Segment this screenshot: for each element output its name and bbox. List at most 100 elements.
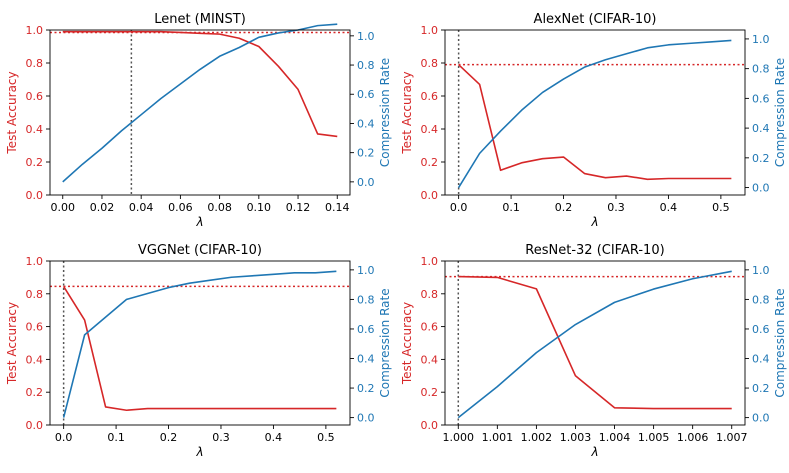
y-right-tick-label: 1.0 [752, 33, 770, 46]
y-left-tick-label: 0.6 [26, 90, 44, 103]
y-right-tick-label: 0.0 [357, 412, 375, 425]
x-tick-label: 0.1 [502, 201, 520, 214]
y-left-tick-label: 0.0 [26, 189, 44, 202]
y-right-tick-label: 0.6 [752, 92, 770, 105]
y-left-axis-label: Test Accuracy [5, 71, 19, 154]
y-right-tick-label: 0.6 [357, 323, 375, 336]
y-right-axis-label: Compression Rate [378, 58, 392, 167]
y-right-tick-label: 0.0 [357, 176, 375, 189]
x-tick-label: 1.002 [521, 431, 553, 444]
y-left-tick-label: 0.6 [421, 90, 439, 103]
y-left-axis-label: Test Accuracy [400, 71, 414, 154]
y-right-tick-label: 0.8 [357, 293, 375, 306]
plot-frame [49, 260, 351, 426]
y-right-tick-label: 0.4 [357, 353, 375, 366]
x-tick-label: 0.5 [317, 431, 335, 444]
x-tick-label: 0.0 [450, 201, 468, 214]
x-tick-label: 0.5 [712, 201, 730, 214]
y-right-tick-label: 1.0 [752, 264, 770, 277]
x-axis-label: λ [590, 445, 598, 459]
x-tick-label: 0.10 [247, 201, 272, 214]
chart-title: ResNet-32 (CIFAR-10) [525, 243, 664, 258]
x-tick-label: 0.14 [325, 201, 350, 214]
y-left-tick-label: 1.0 [421, 24, 439, 37]
x-tick-label: 0.3 [607, 201, 625, 214]
x-tick-label: 1.007 [716, 431, 748, 444]
chart-panel-3: 0.0 0.1 0.2 0.3 0.4 0.5 0.0 0.2 0.4 0.6 0.8 1.0 0.0 0… [5, 243, 392, 459]
y-right-tick-label: 0.8 [752, 293, 770, 306]
y-left-tick-label: 0.6 [421, 321, 439, 334]
x-axis-label: λ [195, 445, 203, 459]
x-tick-label: 0.1 [107, 431, 125, 444]
x-tick-label: 0.4 [265, 431, 283, 444]
y-left-tick-label: 0.0 [421, 189, 439, 202]
y-right-tick-label: 1.0 [357, 30, 375, 43]
y-left-tick-label: 0.0 [26, 419, 44, 432]
y-left-tick-label: 0.8 [26, 288, 44, 301]
x-tick-label: 1.000 [443, 431, 475, 444]
x-tick-label: 1.001 [482, 431, 514, 444]
x-tick-label: 0.12 [286, 201, 311, 214]
x-tick-label: 0.2 [160, 431, 178, 444]
y-right-axis-label: Compression Rate [378, 288, 392, 397]
y-left-tick-label: 0.4 [26, 123, 44, 136]
compression-rate-line [62, 270, 337, 418]
y-left-tick-label: 0.4 [421, 123, 439, 136]
y-left-tick-label: 0.8 [421, 57, 439, 70]
y-right-tick-label: 0.4 [752, 122, 770, 135]
y-left-tick-label: 1.0 [26, 255, 44, 268]
x-tick-label: 1.003 [560, 431, 592, 444]
x-tick-label: 0.4 [660, 201, 678, 214]
x-tick-label: 0.2 [555, 201, 573, 214]
y-right-tick-label: 0.2 [752, 152, 770, 165]
y-right-tick-label: 0.8 [752, 63, 770, 76]
compression-rate-line [62, 23, 338, 183]
chart-panel-2: 0.0 0.1 0.2 0.3 0.4 0.5 0.0 0.2 0.4 0.6 0.8 1.0 0.0 0… [400, 12, 787, 229]
x-tick-label: 0.00 [50, 201, 75, 214]
x-tick-label: 0.08 [207, 201, 232, 214]
x-tick-label: 0.04 [129, 201, 154, 214]
chart-title: Lenet (MINST) [154, 12, 246, 27]
y-right-tick-label: 0.2 [357, 147, 375, 160]
y-left-tick-label: 1.0 [26, 24, 44, 37]
chart-title: VGGNet (CIFAR-10) [138, 243, 262, 258]
chart-panel-1: 0.00 0.02 0.04 0.06 0.08 0.10 0.12 0.14 0.0 0.2 0.… [5, 12, 392, 229]
compression-rate-line [457, 270, 732, 419]
y-left-tick-label: 0.6 [26, 321, 44, 334]
y-right-tick-label: 0.2 [752, 382, 770, 395]
y-right-axis-label: Compression Rate [773, 288, 787, 397]
plot-frame [49, 29, 351, 196]
y-right-tick-label: 0.0 [752, 412, 770, 425]
y-right-axis-label: Compression Rate [773, 58, 787, 167]
x-axis-label: λ [590, 215, 598, 229]
y-left-axis-label: Test Accuracy [5, 302, 19, 385]
y-right-tick-label: 0.4 [357, 117, 375, 130]
y-left-tick-label: 0.2 [26, 156, 44, 169]
test-accuracy-line [62, 30, 338, 138]
y-right-tick-label: 0.8 [357, 59, 375, 72]
y-right-tick-label: 0.2 [357, 382, 375, 395]
x-tick-label: 0.02 [90, 201, 115, 214]
compression-rate-line [457, 39, 732, 188]
test-accuracy-line [62, 285, 337, 412]
plot-frame [444, 260, 746, 426]
y-left-tick-label: 1.0 [421, 255, 439, 268]
x-tick-label: 1.004 [599, 431, 631, 444]
x-tick-label: 0.0 [55, 431, 73, 444]
y-right-tick-label: 0.0 [752, 182, 770, 195]
y-right-tick-label: 1.0 [357, 264, 375, 277]
chart-title: AlexNet (CIFAR-10) [534, 12, 657, 27]
y-left-tick-label: 0.0 [421, 419, 439, 432]
y-left-axis-label: Test Accuracy [400, 302, 414, 385]
plot-frame [444, 29, 746, 196]
x-tick-label: 1.006 [677, 431, 709, 444]
chart-panel-4: 1.000 1.001 1.002 1.003 1.004 1.005 1.006 1.007… [400, 243, 787, 459]
test-accuracy-line [458, 275, 732, 410]
x-tick-label: 0.06 [168, 201, 193, 214]
y-left-tick-label: 0.4 [421, 353, 439, 366]
y-left-tick-label: 0.4 [26, 353, 44, 366]
test-accuracy-line [458, 64, 732, 181]
y-left-tick-label: 0.8 [421, 288, 439, 301]
y-right-tick-label: 0.4 [752, 353, 770, 366]
y-right-tick-label: 0.6 [357, 88, 375, 101]
